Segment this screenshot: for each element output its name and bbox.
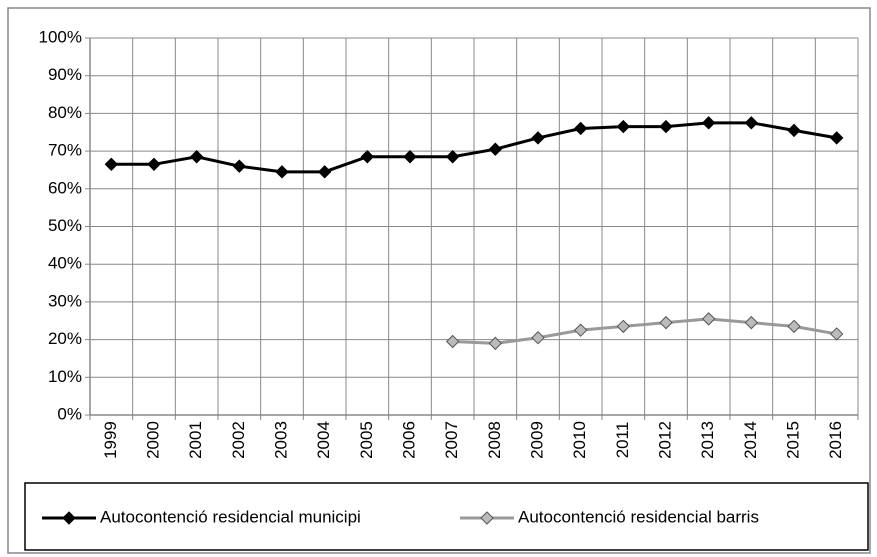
marker <box>275 165 289 179</box>
y-tick-label: 70% <box>48 141 82 160</box>
x-tick-label: 2007 <box>442 421 461 459</box>
marker <box>232 159 247 173</box>
y-tick-label: 0% <box>57 404 82 423</box>
marker <box>189 150 204 164</box>
marker <box>317 165 332 179</box>
legend-marker <box>480 511 494 525</box>
marker <box>616 319 631 334</box>
y-tick-label: 100% <box>39 27 82 46</box>
x-tick-label: 2009 <box>527 421 546 459</box>
x-tick-label: 2002 <box>229 421 248 459</box>
marker <box>573 323 588 337</box>
y-tick-label: 60% <box>48 178 82 197</box>
x-tick-label: 2012 <box>655 421 674 459</box>
marker <box>573 121 588 136</box>
marker <box>787 319 801 334</box>
x-tick-label: 2006 <box>399 421 418 459</box>
marker <box>147 157 161 172</box>
marker <box>104 157 119 172</box>
x-tick-label: 2008 <box>485 421 504 459</box>
marker <box>829 327 844 341</box>
x-tick-label: 2015 <box>783 421 802 459</box>
marker <box>403 150 417 164</box>
x-tick-label: 2011 <box>613 422 632 459</box>
marker <box>488 336 503 351</box>
marker <box>531 331 545 345</box>
y-tick-label: 20% <box>48 329 82 348</box>
x-tick-label: 2013 <box>698 421 717 459</box>
marker <box>531 131 545 145</box>
x-tick-label: 2001 <box>186 421 205 459</box>
marker <box>829 131 844 145</box>
marker <box>616 119 631 134</box>
marker <box>744 116 759 130</box>
marker <box>659 119 673 134</box>
legend-label: Autocontenció residencial barris <box>518 507 759 526</box>
x-tick-label: 2005 <box>357 421 376 459</box>
marker <box>445 150 460 164</box>
marker <box>488 142 503 156</box>
marker <box>701 312 716 326</box>
legend-label: Autocontenció residencial municipi <box>100 507 361 526</box>
marker <box>360 150 375 164</box>
marker <box>445 334 460 349</box>
y-tick-label: 80% <box>48 103 82 122</box>
chart-border <box>7 7 871 554</box>
y-tick-label: 40% <box>48 254 82 273</box>
marker <box>744 315 759 330</box>
legend-box <box>24 482 869 551</box>
marker <box>659 315 673 330</box>
y-tick-label: 90% <box>48 65 82 84</box>
x-tick-label: 2016 <box>826 421 845 459</box>
legend-marker <box>62 511 76 525</box>
y-tick-label: 10% <box>48 367 82 386</box>
series-line <box>452 317 837 345</box>
y-tick-label: 30% <box>48 291 82 310</box>
x-tick-label: 2000 <box>143 421 162 459</box>
x-tick-label: 2014 <box>741 421 760 459</box>
marker <box>701 116 716 130</box>
x-tick-label: 1999 <box>101 421 120 459</box>
x-tick-label: 2010 <box>570 421 589 459</box>
y-tick-label: 50% <box>48 216 82 235</box>
x-tick-label: 2004 <box>314 421 333 459</box>
x-tick-label: 2003 <box>271 421 290 459</box>
marker <box>787 123 801 138</box>
series-line <box>111 121 837 174</box>
